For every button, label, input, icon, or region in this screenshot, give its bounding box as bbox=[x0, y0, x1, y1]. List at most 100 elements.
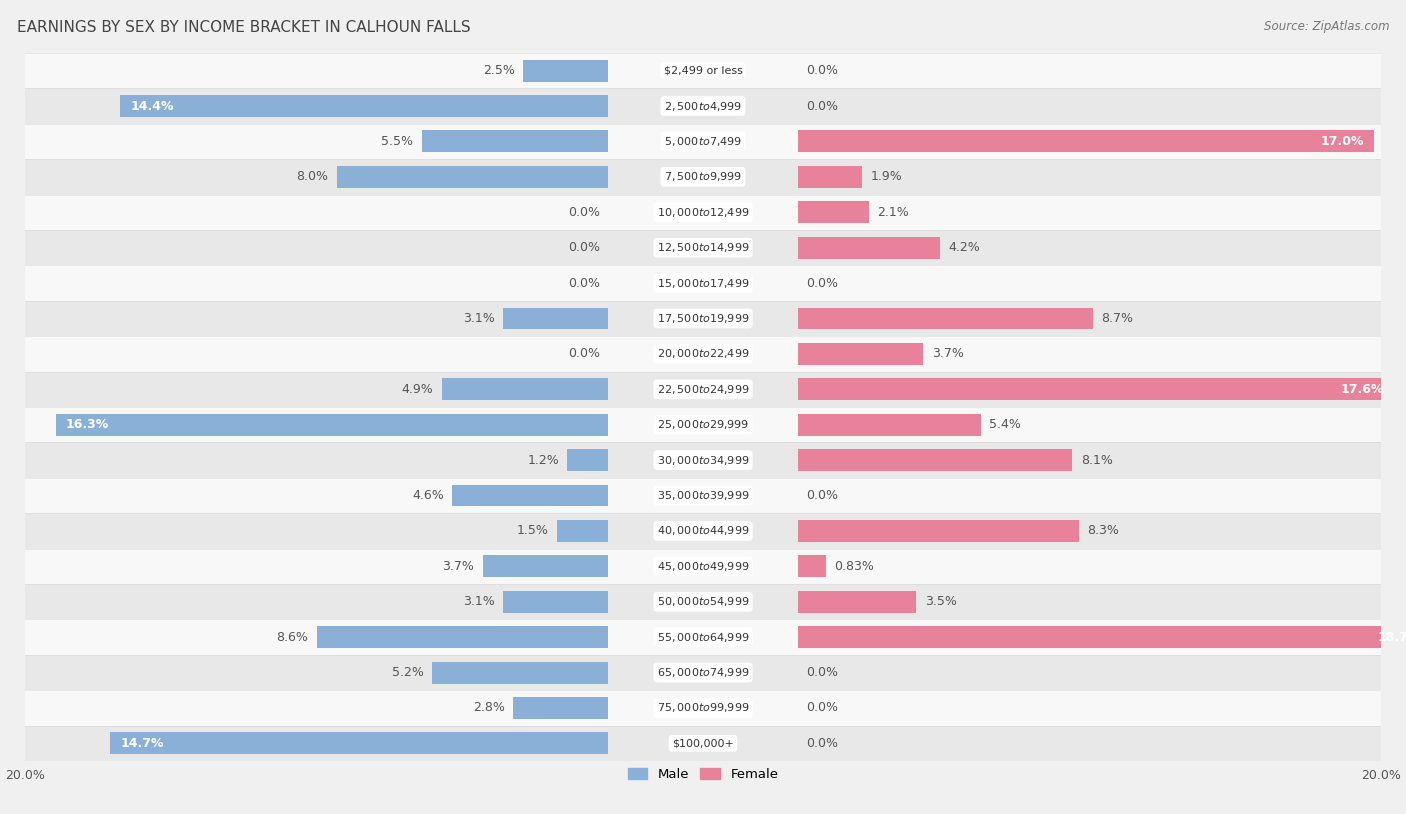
Bar bbox=[25, 230, 1381, 265]
Text: $40,000 to $44,999: $40,000 to $44,999 bbox=[657, 524, 749, 537]
Bar bbox=[25, 265, 1381, 300]
Text: 4.2%: 4.2% bbox=[949, 241, 980, 254]
Bar bbox=[316, 626, 609, 648]
Text: $75,000 to $99,999: $75,000 to $99,999 bbox=[657, 702, 749, 715]
Text: 0.0%: 0.0% bbox=[807, 489, 838, 502]
Bar bbox=[797, 201, 869, 223]
Bar bbox=[110, 733, 609, 755]
Text: 8.0%: 8.0% bbox=[297, 170, 329, 183]
Text: 4.6%: 4.6% bbox=[412, 489, 444, 502]
Text: 5.2%: 5.2% bbox=[392, 666, 423, 679]
Text: 1.5%: 1.5% bbox=[517, 524, 548, 537]
Bar bbox=[797, 520, 1080, 542]
Text: 1.9%: 1.9% bbox=[870, 170, 903, 183]
Text: 3.7%: 3.7% bbox=[932, 348, 963, 361]
Text: 5.4%: 5.4% bbox=[990, 418, 1021, 431]
Bar bbox=[797, 166, 862, 188]
Text: $10,000 to $12,499: $10,000 to $12,499 bbox=[657, 206, 749, 219]
Bar bbox=[25, 726, 1381, 761]
Text: $45,000 to $49,999: $45,000 to $49,999 bbox=[657, 560, 749, 573]
Text: $17,500 to $19,999: $17,500 to $19,999 bbox=[657, 312, 749, 325]
Text: 17.0%: 17.0% bbox=[1320, 135, 1364, 148]
Bar bbox=[503, 308, 609, 330]
Text: 0.0%: 0.0% bbox=[807, 277, 838, 290]
Bar bbox=[25, 690, 1381, 726]
Text: $35,000 to $39,999: $35,000 to $39,999 bbox=[657, 489, 749, 502]
Text: 0.0%: 0.0% bbox=[807, 702, 838, 715]
Bar bbox=[25, 443, 1381, 478]
Text: 5.5%: 5.5% bbox=[381, 135, 413, 148]
Text: 18.7%: 18.7% bbox=[1378, 631, 1406, 644]
Bar bbox=[523, 59, 609, 81]
Bar bbox=[120, 95, 609, 117]
Text: $100,000+: $100,000+ bbox=[672, 738, 734, 748]
Text: $30,000 to $34,999: $30,000 to $34,999 bbox=[657, 453, 749, 466]
Text: $15,000 to $17,499: $15,000 to $17,499 bbox=[657, 277, 749, 290]
Bar bbox=[25, 407, 1381, 443]
Text: $55,000 to $64,999: $55,000 to $64,999 bbox=[657, 631, 749, 644]
Bar bbox=[25, 619, 1381, 654]
Text: 8.1%: 8.1% bbox=[1081, 453, 1112, 466]
Bar bbox=[797, 379, 1395, 400]
Text: $20,000 to $22,499: $20,000 to $22,499 bbox=[657, 348, 749, 361]
Text: 0.83%: 0.83% bbox=[835, 560, 875, 573]
Bar bbox=[482, 555, 609, 577]
Text: $5,000 to $7,499: $5,000 to $7,499 bbox=[664, 135, 742, 148]
Bar bbox=[25, 584, 1381, 619]
Bar bbox=[568, 449, 609, 471]
Text: 4.9%: 4.9% bbox=[402, 383, 433, 396]
Text: 0.0%: 0.0% bbox=[807, 666, 838, 679]
Text: 0.0%: 0.0% bbox=[807, 737, 838, 750]
Bar bbox=[797, 591, 917, 613]
Bar bbox=[25, 514, 1381, 549]
Text: EARNINGS BY SEX BY INCOME BRACKET IN CALHOUN FALLS: EARNINGS BY SEX BY INCOME BRACKET IN CAL… bbox=[17, 20, 471, 35]
Bar bbox=[25, 124, 1381, 159]
Text: 17.6%: 17.6% bbox=[1341, 383, 1384, 396]
Text: 3.5%: 3.5% bbox=[925, 595, 957, 608]
Text: 2.5%: 2.5% bbox=[484, 64, 515, 77]
Bar bbox=[557, 520, 609, 542]
Text: 14.4%: 14.4% bbox=[131, 99, 174, 112]
Text: 0.0%: 0.0% bbox=[568, 241, 599, 254]
Text: $50,000 to $54,999: $50,000 to $54,999 bbox=[657, 595, 749, 608]
Bar bbox=[25, 549, 1381, 584]
Text: 0.0%: 0.0% bbox=[568, 206, 599, 219]
Text: $22,500 to $24,999: $22,500 to $24,999 bbox=[657, 383, 749, 396]
Text: 0.0%: 0.0% bbox=[807, 99, 838, 112]
Bar bbox=[337, 166, 609, 188]
Legend: Male, Female: Male, Female bbox=[623, 763, 783, 786]
Bar bbox=[797, 130, 1374, 152]
Text: 2.1%: 2.1% bbox=[877, 206, 910, 219]
Bar bbox=[797, 555, 825, 577]
Text: Source: ZipAtlas.com: Source: ZipAtlas.com bbox=[1264, 20, 1389, 33]
Bar bbox=[25, 88, 1381, 124]
Bar bbox=[513, 697, 609, 719]
Bar bbox=[25, 160, 1381, 195]
Bar bbox=[25, 654, 1381, 690]
Text: 0.0%: 0.0% bbox=[807, 64, 838, 77]
Bar bbox=[797, 343, 924, 365]
Bar bbox=[503, 591, 609, 613]
Text: $7,500 to $9,999: $7,500 to $9,999 bbox=[664, 170, 742, 183]
Bar bbox=[797, 626, 1406, 648]
Bar bbox=[25, 478, 1381, 514]
Text: $2,499 or less: $2,499 or less bbox=[664, 66, 742, 76]
Text: $25,000 to $29,999: $25,000 to $29,999 bbox=[657, 418, 749, 431]
Text: 3.1%: 3.1% bbox=[463, 595, 495, 608]
Text: 8.7%: 8.7% bbox=[1101, 312, 1133, 325]
Bar bbox=[797, 308, 1092, 330]
Bar bbox=[422, 130, 609, 152]
Bar bbox=[441, 379, 609, 400]
Bar bbox=[797, 449, 1073, 471]
Bar bbox=[797, 237, 941, 259]
Bar bbox=[25, 300, 1381, 336]
Bar bbox=[25, 371, 1381, 407]
Text: $65,000 to $74,999: $65,000 to $74,999 bbox=[657, 666, 749, 679]
Text: 3.1%: 3.1% bbox=[463, 312, 495, 325]
Bar bbox=[25, 53, 1381, 88]
Text: 16.3%: 16.3% bbox=[66, 418, 110, 431]
Text: $2,500 to $4,999: $2,500 to $4,999 bbox=[664, 99, 742, 112]
Text: 2.8%: 2.8% bbox=[472, 702, 505, 715]
Bar bbox=[453, 484, 609, 506]
Bar bbox=[797, 414, 981, 435]
